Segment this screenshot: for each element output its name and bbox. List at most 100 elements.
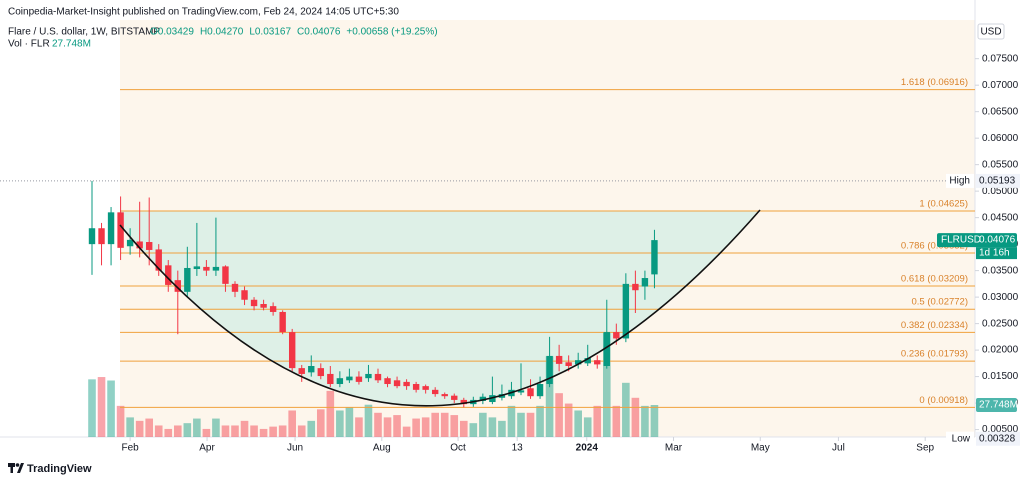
price-tag-countdown: 1d 16h [979, 248, 1010, 259]
volume-bar [107, 380, 115, 437]
volume-bar [469, 423, 478, 437]
fib-label: 0.786 (0.03832) [901, 241, 968, 252]
currency-box[interactable] [977, 23, 1005, 40]
x-tick-label: 2024 [576, 443, 599, 454]
fib-label: 0.236 (0.01793) [901, 349, 968, 360]
fib-label: 0.382 (0.02334) [901, 320, 968, 331]
marker-value: 0.05193 [979, 176, 1016, 187]
candle-body [260, 304, 267, 308]
candle-body [145, 242, 153, 250]
candle-body [393, 380, 401, 387]
volume-bar [202, 428, 211, 437]
y-tick-label: 0.07000 [982, 80, 1019, 91]
y-tick-label: 0.02000 [982, 345, 1019, 356]
candle-body [222, 266, 229, 284]
volume-bar [612, 405, 621, 437]
candle-body [279, 311, 286, 333]
ohlc-legend: O0.03429 H0.04270 L0.03167 C0.04076 +0.00658… [150, 27, 438, 38]
volume-bar [641, 405, 649, 437]
candle-body [632, 283, 639, 291]
candle-body [384, 378, 391, 385]
volume-bar [240, 420, 249, 437]
candle-body [422, 386, 429, 390]
x-tick-label: May [751, 443, 770, 454]
candle-body [346, 376, 353, 381]
y-tick-label: 0.06000 [982, 133, 1019, 144]
marker-label-bg [946, 173, 974, 188]
volume-value: 27.748M [52, 39, 91, 50]
candle-body [298, 368, 305, 374]
x-tick-label: Sep [916, 443, 934, 454]
logo-part [10, 463, 13, 473]
x-tick-label: Jul [832, 443, 845, 454]
fib-label: 0 (0.00918) [919, 395, 968, 406]
x-tick-label: Aug [373, 443, 391, 454]
publisher: Coinpedia-Market-Insight published on Tr… [8, 7, 399, 18]
logo-part [15, 463, 20, 467]
candle-body [584, 358, 591, 364]
volume-bar [383, 417, 392, 437]
marker-value: 0.00328 [979, 433, 1016, 444]
candle-body [546, 355, 553, 385]
volume-bar [336, 410, 344, 437]
candle-body [88, 228, 96, 245]
cup-curve [119, 209, 761, 407]
candle-body [374, 373, 382, 381]
volume-bar [536, 405, 544, 437]
volume-bar [88, 379, 96, 437]
candle-body [441, 394, 448, 397]
symbol-title: Flare / U.S. dollar, 1W, BITSTAMP [8, 27, 160, 38]
x-tick-label: Mar [665, 443, 683, 454]
volume-bar [650, 405, 659, 437]
volume-bar [488, 417, 497, 437]
candle-body [308, 365, 315, 373]
volume-bar [459, 420, 468, 437]
ohlc-value: C0.04076 [297, 27, 341, 38]
candle-body [98, 228, 105, 245]
volume-bar [173, 425, 182, 437]
marker-bg [976, 431, 1020, 446]
x-tick-label: Apr [199, 443, 215, 454]
candle-body [117, 212, 124, 248]
currency[interactable]: USD [980, 27, 1001, 38]
price-tag-symbol: FLRUSD [941, 235, 981, 246]
volume-bar [154, 425, 163, 437]
fib-label: 1.618 (0.06916) [901, 77, 968, 88]
volume-bar [364, 404, 373, 437]
volume-bar [97, 377, 106, 437]
axes-layer: 0.005000.010000.015000.020000.025000.030… [122, 53, 1019, 453]
y-tick-label: 0.04500 [982, 212, 1019, 223]
candle-body [536, 384, 544, 397]
volume-bar [412, 418, 420, 437]
volume-bar [393, 415, 401, 437]
candle-body [212, 266, 220, 271]
volume-bar [193, 418, 201, 437]
y-tick-label: 0.05000 [982, 186, 1019, 197]
candle-body [594, 360, 601, 365]
volume-bar [526, 412, 535, 437]
volume-bar [421, 417, 430, 437]
y-tick-label: 0.00500 [982, 424, 1019, 435]
ohlc-value: O0.03429 [150, 27, 194, 38]
volume-bar [126, 417, 134, 437]
marker-label: Low [952, 433, 971, 444]
candle-body [641, 278, 649, 287]
candle-body [460, 399, 467, 405]
candle-body [527, 388, 534, 397]
candle-body [231, 283, 239, 292]
volume-bar [564, 403, 573, 437]
candle-body [250, 299, 258, 307]
volume-bar [602, 332, 611, 437]
candle-body [155, 249, 162, 271]
candle-body [165, 265, 172, 285]
volume-bar [517, 412, 525, 437]
volume-tag: 27.748M [979, 400, 1018, 411]
y-tick-label: 0.06500 [982, 106, 1019, 117]
volume-bar [631, 397, 640, 437]
ohlc-value: L0.03167 [249, 27, 291, 38]
candle-body [107, 212, 115, 245]
volume-bar [326, 390, 335, 437]
volume-bar [183, 423, 192, 437]
volume-bar [288, 410, 296, 437]
